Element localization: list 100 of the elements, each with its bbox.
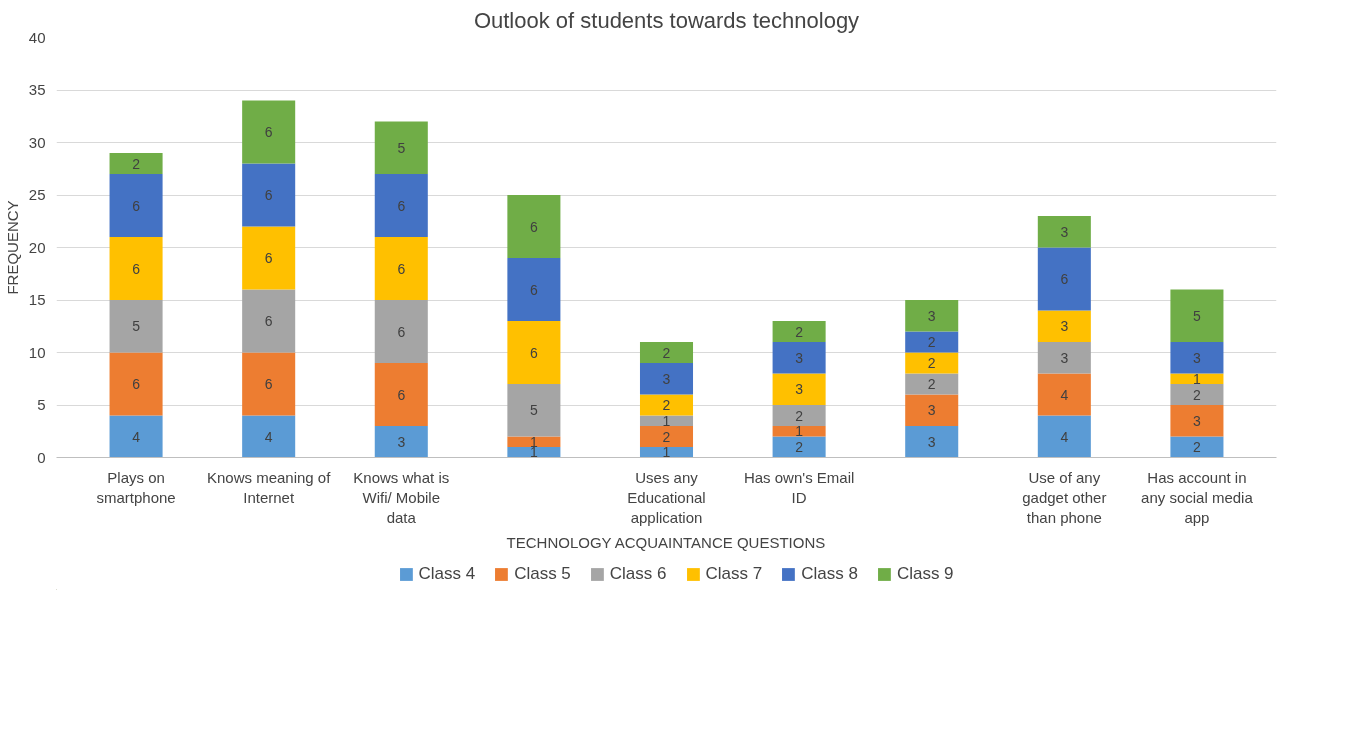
bar <box>507 436 561 447</box>
bar <box>905 426 959 458</box>
bar <box>639 342 694 363</box>
data-label: 6 <box>397 386 406 403</box>
bar <box>242 163 296 227</box>
data-label: 3 <box>1193 349 1202 366</box>
data-label: 3 <box>1193 412 1202 429</box>
data-label: 6 <box>397 260 406 277</box>
data-label: 6 <box>397 323 406 340</box>
bar <box>374 121 428 174</box>
data-label: 2 <box>662 397 671 413</box>
legend-label: Class 7 <box>705 564 763 584</box>
data-label: 4 <box>132 428 141 445</box>
data-label: 3 <box>795 381 804 398</box>
data-label: 2 <box>662 344 671 361</box>
x-tick-label: Has own's Email ID <box>743 468 855 506</box>
data-label: 6 <box>1060 271 1069 287</box>
y-axis-title: FREQUENCY <box>3 200 21 295</box>
x-tick-label: Uses any Educational application <box>627 468 706 527</box>
bar <box>1170 436 1224 458</box>
data-label: 6 <box>264 124 273 140</box>
legend-label: Class 9 <box>896 564 954 584</box>
bar <box>1170 342 1224 374</box>
data-label: 4 <box>1060 428 1069 445</box>
bar <box>1037 342 1091 374</box>
bar <box>1037 216 1091 248</box>
bar <box>109 415 163 458</box>
bar <box>109 174 163 237</box>
data-label: 2 <box>795 439 804 455</box>
data-label: 2 <box>927 334 936 350</box>
bar <box>109 237 163 300</box>
data-label: 1 <box>795 423 804 440</box>
bar <box>507 258 561 321</box>
y-tick-label: 40 <box>28 28 46 46</box>
bar <box>1037 310 1091 342</box>
bar <box>242 100 296 164</box>
bar <box>507 321 561 384</box>
bar <box>772 321 826 342</box>
bar <box>507 447 561 458</box>
data-label: 6 <box>132 260 141 277</box>
bar <box>374 300 428 363</box>
x-tick-label: Knows meaning of Internet <box>206 468 332 506</box>
bar <box>1170 384 1224 405</box>
bar <box>1037 373 1091 416</box>
bar <box>772 436 826 458</box>
bar <box>772 373 826 405</box>
bar <box>772 426 826 437</box>
bar <box>639 363 694 395</box>
data-label: 6 <box>397 197 406 214</box>
bar <box>639 426 694 447</box>
bar <box>242 415 296 458</box>
bar <box>772 405 826 426</box>
data-label: 2 <box>927 376 936 392</box>
data-label: 6 <box>264 250 273 266</box>
bar <box>374 363 428 426</box>
data-label: 3 <box>1060 349 1069 366</box>
bar <box>905 373 959 395</box>
data-label: 3 <box>795 349 804 366</box>
bar <box>242 226 296 290</box>
bar <box>1170 373 1224 384</box>
data-label: 3 <box>927 307 936 324</box>
data-label: 1 <box>662 412 671 429</box>
data-label: 4 <box>1060 386 1069 403</box>
legend-label: Class 4 <box>418 564 476 584</box>
bar <box>905 300 959 332</box>
data-label: 2 <box>132 155 141 172</box>
data-label: 1 <box>1193 370 1202 387</box>
bar <box>374 426 428 458</box>
y-tick-label: 25 <box>28 186 46 203</box>
data-label: 1 <box>662 444 671 461</box>
x-tick-label: Plays on smartphone <box>96 468 176 506</box>
data-label: 6 <box>264 313 273 329</box>
legend-label: Class 6 <box>609 564 667 584</box>
bar <box>1037 247 1091 311</box>
data-label: 2 <box>1193 439 1202 455</box>
bar <box>242 289 296 353</box>
data-label: 2 <box>795 323 804 340</box>
bar <box>507 384 561 437</box>
legend-label: Class 8 <box>801 564 858 584</box>
bar <box>1170 289 1224 342</box>
data-label: 6 <box>264 376 273 392</box>
data-label: 3 <box>662 370 671 387</box>
x-tick-label: Knows what is Wifi/ Mobile data <box>353 468 450 527</box>
bar <box>374 174 428 237</box>
data-label: 4 <box>264 428 273 445</box>
data-label: 6 <box>132 197 141 214</box>
data-label: 2 <box>662 428 671 445</box>
bar <box>507 195 561 258</box>
data-label: 3 <box>927 433 936 450</box>
y-tick-label: 15 <box>28 291 46 308</box>
data-label: 3 <box>927 402 936 419</box>
data-label: 3 <box>1060 223 1069 240</box>
legend-label: Class 5 <box>514 564 571 584</box>
data-label: 5 <box>530 402 538 419</box>
x-tick-label: Has account in any social media app <box>1141 468 1254 527</box>
data-label: 2 <box>795 407 804 424</box>
x-axis-title: TECHNOLOGY ACQUAINTANCE QUESTIONS <box>506 534 826 552</box>
bar <box>109 153 163 174</box>
y-tick-label: 35 <box>28 81 46 98</box>
bar <box>109 300 163 353</box>
